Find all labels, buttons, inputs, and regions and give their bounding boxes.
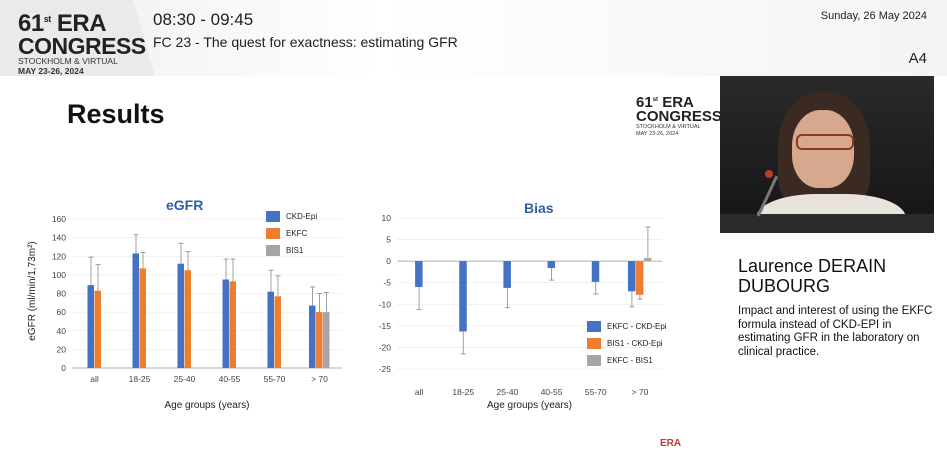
x-tick-label: 25-40 [174,374,196,384]
header-logo-panel [0,0,155,76]
bar-1825-0 [132,253,139,368]
slide-era-logo: 61st ERA CONGRESS STOCKHOLM & VIRTUAL MA… [636,94,722,137]
y-tick-label: 40 [57,326,67,336]
y-tick-label: -20 [379,342,392,352]
legend-item-ekfc-ckd-epi: EKFC - CKD-Epi [587,320,667,333]
bar-70-0 [309,305,316,368]
bar-5570-0 [591,261,600,282]
x-tick-label: all [90,374,99,384]
bar-2540-0 [177,263,184,368]
egfr-legend: CKD-Epi EKFC BIS1 [266,210,317,261]
speaker-glasses [796,134,854,150]
microphone-tip [765,170,773,178]
x-tick-label: 55-70 [585,387,607,397]
legend-swatch [266,228,280,239]
footer-era-logo: ERA [660,438,682,449]
bias-legend: EKFC - CKD-Epi BIS1 - CKD-Epi EKFC - BIS… [587,320,667,371]
x-tick-label: all [415,387,424,397]
y-tick-label: -5 [383,278,391,288]
bar-70-2 [323,312,330,368]
x-tick-label: 40-55 [541,387,563,397]
legend-item-bis1-ckd-epi: BIS1 - CKD-Epi [587,337,667,350]
bar-70-1 [316,312,323,368]
bar-4055-1 [229,281,236,368]
era-congress-logo: 61st ERA CONGRESS STOCKHOLM & VIRTUAL MA… [18,10,146,77]
legend-swatch [266,245,280,256]
x-axis-label: Age groups (years) [164,400,249,411]
slide-title: Results [67,99,165,129]
presentation-slide: Results 61st ERA CONGRESS STOCKHOLM & VI… [0,76,722,451]
y-tick-label: 60 [57,307,67,317]
x-tick-label: 40-55 [219,374,241,384]
bar-5570-1 [274,296,281,368]
y-tick-label: 0 [386,256,391,266]
legend-item-bis1: BIS1 [266,244,317,257]
y-axis-label: eGFR (ml/min/1,73m²) [27,241,38,340]
y-tick-label: 120 [52,251,66,261]
legend-item-ekfc: EKFC [266,227,317,240]
bar-all-0 [415,261,423,288]
y-tick-label: 100 [52,270,66,280]
bar-4055-0 [222,279,229,368]
x-tick-label: > 70 [311,374,328,384]
legend-item-ekfc-bis1: EKFC - BIS1 [587,354,667,367]
speaker-video [720,76,934,233]
egfr-chart-title: eGFR [166,197,204,213]
session-time: 08:30 - 09:45 [153,10,254,29]
x-tick-label: 18-25 [452,387,474,397]
bar-70-1 [635,261,644,295]
x-tick-label: > 70 [632,387,649,397]
y-tick-label: 5 [386,235,391,245]
session-title: FC 23 - The quest for exactness: estimat… [153,34,458,50]
y-tick-label: 140 [52,233,66,243]
x-tick-label: 55-70 [264,374,286,384]
bar-2540-1 [184,270,191,368]
podium [720,214,934,233]
talk-title: Impact and interest of using the EKFC fo… [738,305,933,358]
bar-all-1 [94,290,101,368]
session-date: Sunday, 26 May 2024 [820,10,927,22]
header: 61st ERA CONGRESS STOCKHOLM & VIRTUAL MA… [0,0,947,76]
y-tick-label: 80 [57,289,67,299]
x-tick-label: 18-25 [129,374,151,384]
y-tick-label: -25 [379,364,392,374]
bar-70-0 [627,261,636,292]
legend-swatch [587,355,601,366]
legend-swatch [587,321,601,332]
y-tick-label: 0 [61,363,66,373]
x-axis-label: Age groups (years) [487,400,572,411]
bar-4055-0 [547,261,556,269]
y-tick-label: 160 [52,214,66,224]
room-label: A4 [908,50,927,67]
bar-70-2 [643,258,652,262]
y-tick-label: 20 [57,344,67,354]
bar-all-0 [87,285,94,368]
legend-swatch [587,338,601,349]
bar-1825-1 [139,268,146,368]
y-tick-label: -10 [379,299,392,309]
x-tick-label: 25-40 [497,387,519,397]
bar-2540-0 [503,261,511,288]
bar-1825-0 [459,261,467,332]
bias-chart-title: Bias [524,200,554,216]
legend-swatch [266,211,280,222]
speaker-name: Laurence DERAIN DUBOURG [738,256,887,296]
y-tick-label: 10 [382,213,392,223]
legend-item-ckd-epi: CKD-Epi [266,210,317,223]
bar-5570-0 [267,291,274,368]
y-tick-label: -15 [379,321,392,331]
